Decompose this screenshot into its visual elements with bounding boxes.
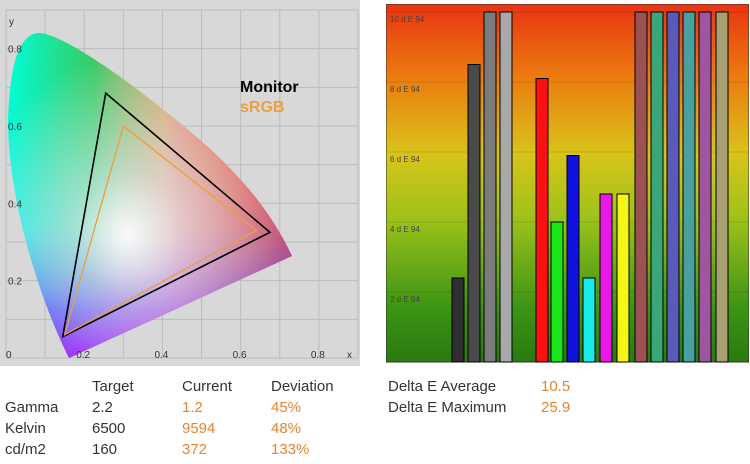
header-current: Current [182, 378, 233, 395]
y-axis-label: y [9, 17, 14, 28]
cie-chromaticity-chart: 0 0.2 0.4 0.6 0.8 0.2 0.4 0.6 0.8 x y Monitor sR… [0, 0, 360, 366]
delta-e-bar [650, 11, 664, 363]
delta-e-maximum-label: Delta E Maximum [388, 399, 507, 416]
monitor-gamut-triangle [61, 91, 272, 339]
delta-e-bar [451, 277, 465, 363]
delta-e-bar [483, 11, 497, 363]
delta-e-average-label: Delta E Average [388, 378, 497, 395]
target-value: 2.2 [92, 399, 113, 416]
srgb-gamut-triangle [63, 124, 258, 337]
delta-e-average-value: 10.5 [541, 378, 571, 395]
y-tick-label: 0.4 [8, 199, 22, 210]
spectral-locus [8, 32, 292, 359]
delta-e-bar-chart: 2 d E 94 4 d E 94 6 d E 94 8 d E 94 10 d E 9… [386, 4, 749, 363]
delta-e-maximum-value: 25.9 [541, 399, 571, 416]
delta-e-bar [616, 193, 630, 363]
deviation-value: 48% [271, 420, 302, 437]
row-label: Gamma [5, 399, 59, 416]
delta-e-bar [467, 64, 481, 363]
target-value: 6500 [92, 420, 126, 437]
y-tick-label: 2 d E 94 [390, 295, 420, 304]
x-tick-label: 0.4 [154, 350, 168, 361]
bars [451, 11, 729, 363]
delta-e-bar [666, 11, 680, 363]
delta-e-bar [582, 277, 596, 363]
x-tick-label: 0 [6, 350, 12, 361]
deviation-value: 133% [271, 441, 310, 458]
y-tick-label: 6 d E 94 [390, 155, 420, 164]
delta-e-bar [698, 11, 712, 363]
row-label: cd/m2 [5, 441, 46, 458]
legend-monitor: Monitor [240, 79, 299, 96]
delta-e-bar [566, 155, 580, 363]
x-tick-label: 0.8 [311, 350, 325, 361]
current-value: 9594 [182, 420, 216, 437]
delta-e-bar [599, 193, 613, 363]
deviation-value: 45% [271, 399, 302, 416]
delta-e-bar [682, 11, 696, 363]
delta-e-bar [499, 11, 513, 363]
header-target: Target [92, 378, 134, 395]
delta-e-bar [634, 11, 648, 363]
delta-e-bar [535, 78, 549, 363]
axis-ticks: 0 0.2 0.4 0.6 0.8 0.2 0.4 0.6 0.8 [6, 45, 325, 361]
y-tick-labels: 2 d E 94 4 d E 94 6 d E 94 8 d E 94 10 d E 9… [390, 15, 425, 304]
y-tick-label: 4 d E 94 [390, 225, 420, 234]
current-value: 1.2 [182, 399, 203, 416]
y-tick-label: 10 d E 94 [390, 15, 425, 24]
y-tick-label: 0.8 [8, 45, 22, 56]
legend-srgb: sRGB [240, 99, 284, 116]
x-tick-label: 0.2 [76, 350, 90, 361]
y-tick-label: 0.2 [8, 277, 22, 288]
delta-e-bar [715, 11, 729, 363]
y-tick-label: 8 d E 94 [390, 85, 420, 94]
x-axis-label: x [347, 350, 352, 361]
y-tick-label: 0.6 [8, 122, 22, 133]
current-value: 372 [182, 441, 208, 458]
delta-e-bar [550, 221, 564, 363]
target-value: 160 [92, 441, 118, 458]
header-deviation: Deviation [271, 378, 334, 395]
row-label: Kelvin [5, 420, 46, 437]
x-tick-label: 0.6 [233, 350, 247, 361]
